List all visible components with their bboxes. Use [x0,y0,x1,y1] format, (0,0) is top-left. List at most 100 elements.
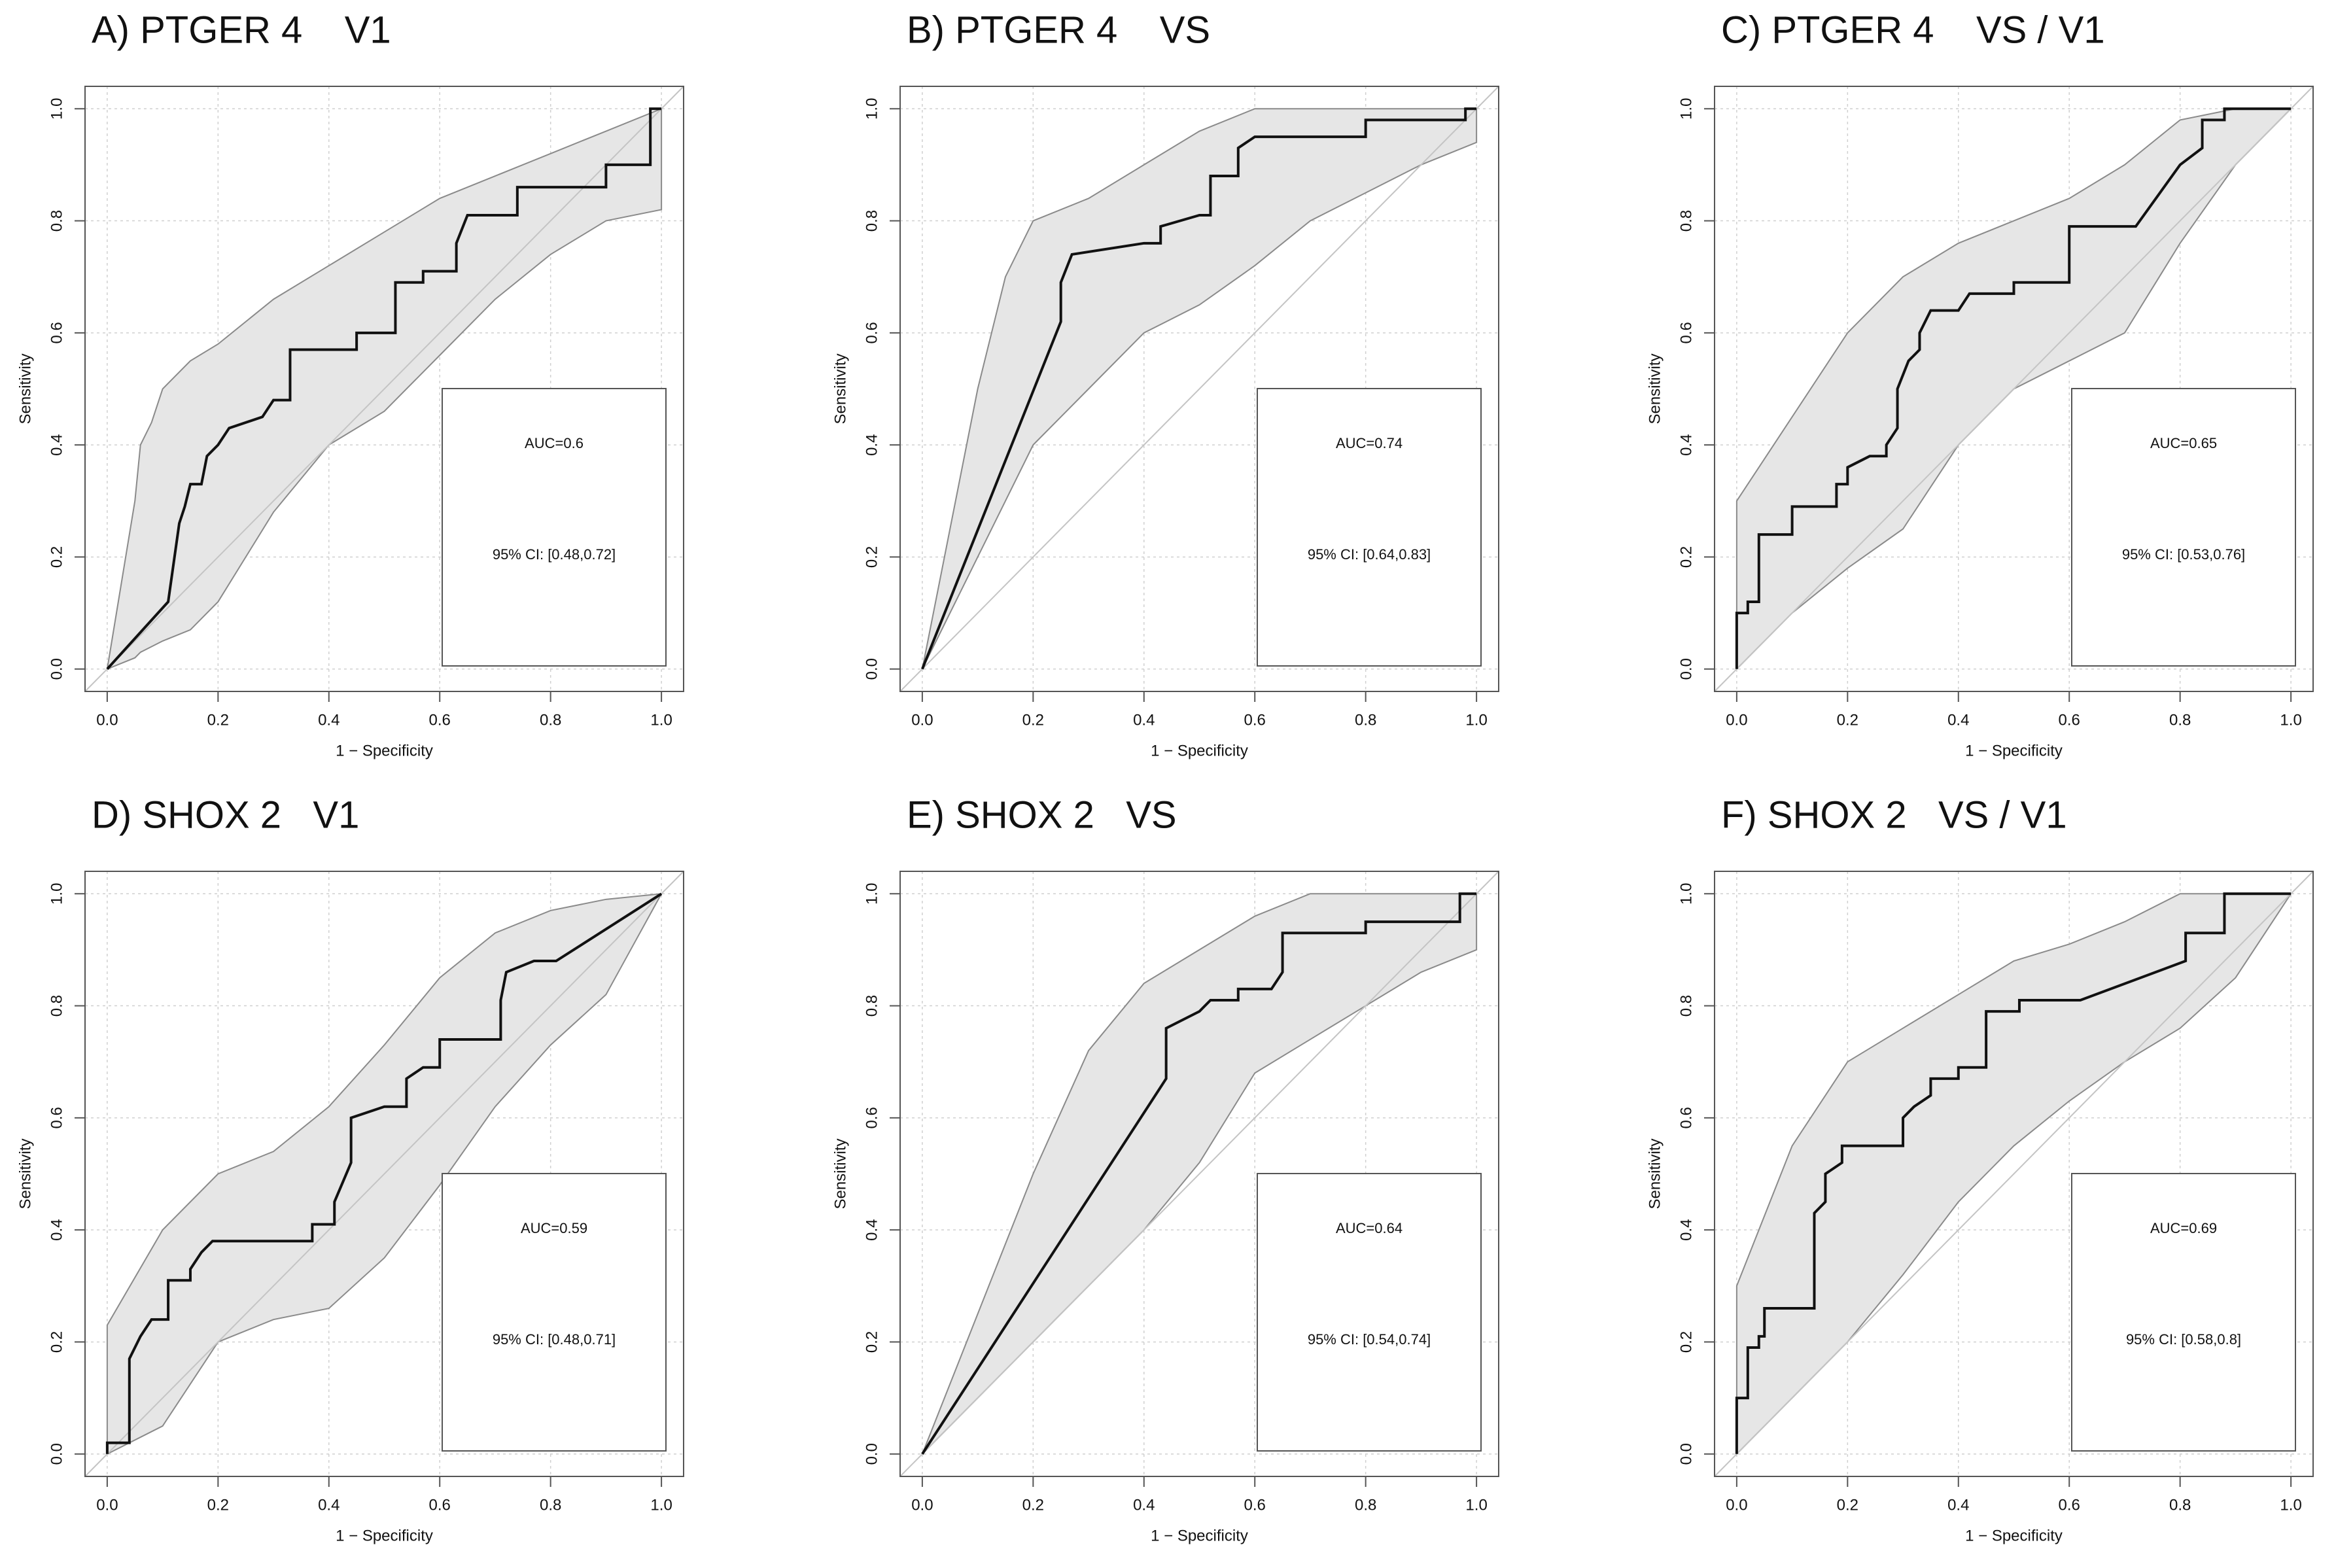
panel-title: F) SHOX 2 VS / V1 [1721,793,2067,836]
annotation-box [2071,1173,2296,1452]
y-tick-label: 0.2 [1677,546,1695,568]
y-tick-label: 0.6 [863,1107,880,1128]
y-axis-label: Sensitivity [831,1138,849,1209]
annotation: AUC=0.59 [521,1220,587,1236]
reference-diagonal [899,86,1499,692]
annotation: AUC=0.6 [525,435,584,451]
x-tick-label: 0.6 [2059,1496,2080,1514]
y-tick-label: 0.0 [863,658,880,680]
y-tick-label: 0.6 [1677,1107,1695,1128]
x-tick-label: 0.4 [1133,1496,1155,1514]
x-axis-label: 1 − Specificity [336,1527,433,1544]
plot-frame [899,86,1499,692]
y-axis-label: Sensitivity [16,1138,34,1209]
y-tick-label: 1.0 [863,98,880,120]
annotation-box [1257,388,1482,667]
y-tick-label: 0.6 [48,322,65,343]
y-tick-label: 0.6 [863,322,880,343]
x-tick-label: 0.0 [96,1496,118,1514]
annotation: AUC=0.64 [1336,1220,1403,1236]
y-tick-label: 1.0 [48,98,65,120]
x-tick-label: 0.0 [911,1496,933,1514]
y-tick-label: 0.6 [1677,322,1695,343]
y-axis-label: Sensitivity [1646,353,1664,424]
y-tick-label: 0.0 [1677,658,1695,680]
plot-frame [84,871,684,1477]
y-tick-label: 0.4 [863,1219,880,1240]
y-tick-label: 0.4 [1677,434,1695,455]
x-axis-label: 1 − Specificity [1965,1527,2063,1544]
roc-curve [105,892,663,1454]
x-axis-label: 1 − Specificity [1965,742,2063,759]
y-tick-label: 0.0 [48,658,65,680]
x-tick-label: 0.4 [318,711,340,729]
annotation-box [442,1173,667,1452]
plot-frame [1714,86,2314,692]
y-tick-label: 0.4 [48,1219,65,1240]
x-tick-label: 0.2 [1022,711,1044,729]
roc-curve [106,107,662,671]
x-tick-label: 0.6 [1244,1496,1266,1514]
y-tick-label: 0.8 [48,210,65,232]
ci-band [921,108,1478,670]
x-axis-label: 1 − Specificity [1151,742,1248,759]
y-tick-label: 1.0 [48,883,65,905]
y-tick-label: 0.2 [1677,1331,1695,1353]
reference-diagonal [1714,871,2314,1477]
y-tick-label: 0.2 [48,546,65,568]
reference-diagonal [1714,86,2314,692]
x-tick-label: 0.2 [207,1496,229,1514]
annotation: AUC=0.74 [1336,435,1403,451]
y-axis-label: Sensitivity [831,353,849,424]
plot-frame [1714,871,2314,1477]
annotation: 95% CI: [0.54,0.74] [1308,1331,1431,1348]
x-tick-label: 0.8 [540,711,561,729]
panel-title: A) PTGER 4 V1 [92,9,391,51]
x-tick-label: 0.4 [1947,711,1969,729]
x-axis-label: 1 − Specificity [1151,1527,1248,1544]
panel-title: D) SHOX 2 V1 [92,793,359,836]
plot-frame [899,871,1499,1477]
x-tick-label: 0.0 [1726,711,1747,729]
x-tick-label: 0.4 [318,1496,340,1514]
y-tick-label: 0.6 [48,1107,65,1128]
x-tick-label: 0.8 [1355,711,1376,729]
annotation: 95% CI: [0.48,0.72] [493,546,616,563]
y-tick-label: 0.2 [863,546,880,568]
x-tick-label: 0.2 [1837,711,1858,729]
annotation-box [442,388,667,667]
x-tick-label: 0.0 [1726,1496,1747,1514]
panel-title: B) PTGER 4 VS [907,9,1210,51]
annotation: 95% CI: [0.58,0.8] [2126,1331,2241,1348]
reference-diagonal [899,871,1499,1477]
x-tick-label: 1.0 [1465,711,1487,729]
y-tick-label: 1.0 [863,883,880,905]
y-tick-label: 0.0 [48,1443,65,1465]
x-tick-label: 0.4 [1133,711,1155,729]
annotation: 95% CI: [0.64,0.83] [1308,546,1431,563]
annotation-box [1257,1173,1482,1452]
y-tick-label: 1.0 [1677,98,1695,120]
panel-title: C) PTGER 4 VS / V1 [1721,9,2105,51]
panel-title: E) SHOX 2 VS [907,793,1177,836]
x-tick-label: 1.0 [650,711,672,729]
x-tick-label: 0.8 [2169,711,2191,729]
plot-frame [84,86,684,692]
y-axis-label: Sensitivity [1646,1138,1664,1209]
y-tick-label: 0.0 [1677,1443,1695,1465]
y-tick-label: 0.8 [1677,995,1695,1017]
x-tick-label: 0.6 [429,711,451,729]
x-tick-label: 0.0 [911,711,933,729]
x-tick-label: 1.0 [1465,1496,1487,1514]
x-tick-label: 0.2 [1837,1496,1858,1514]
x-tick-label: 0.6 [2059,711,2080,729]
y-tick-label: 0.0 [863,1443,880,1465]
x-tick-label: 0.2 [207,711,229,729]
y-tick-label: 1.0 [1677,883,1695,905]
x-tick-label: 0.6 [429,1496,451,1514]
y-tick-label: 0.4 [863,434,880,455]
x-tick-label: 0.0 [96,711,118,729]
x-tick-label: 0.2 [1022,1496,1044,1514]
